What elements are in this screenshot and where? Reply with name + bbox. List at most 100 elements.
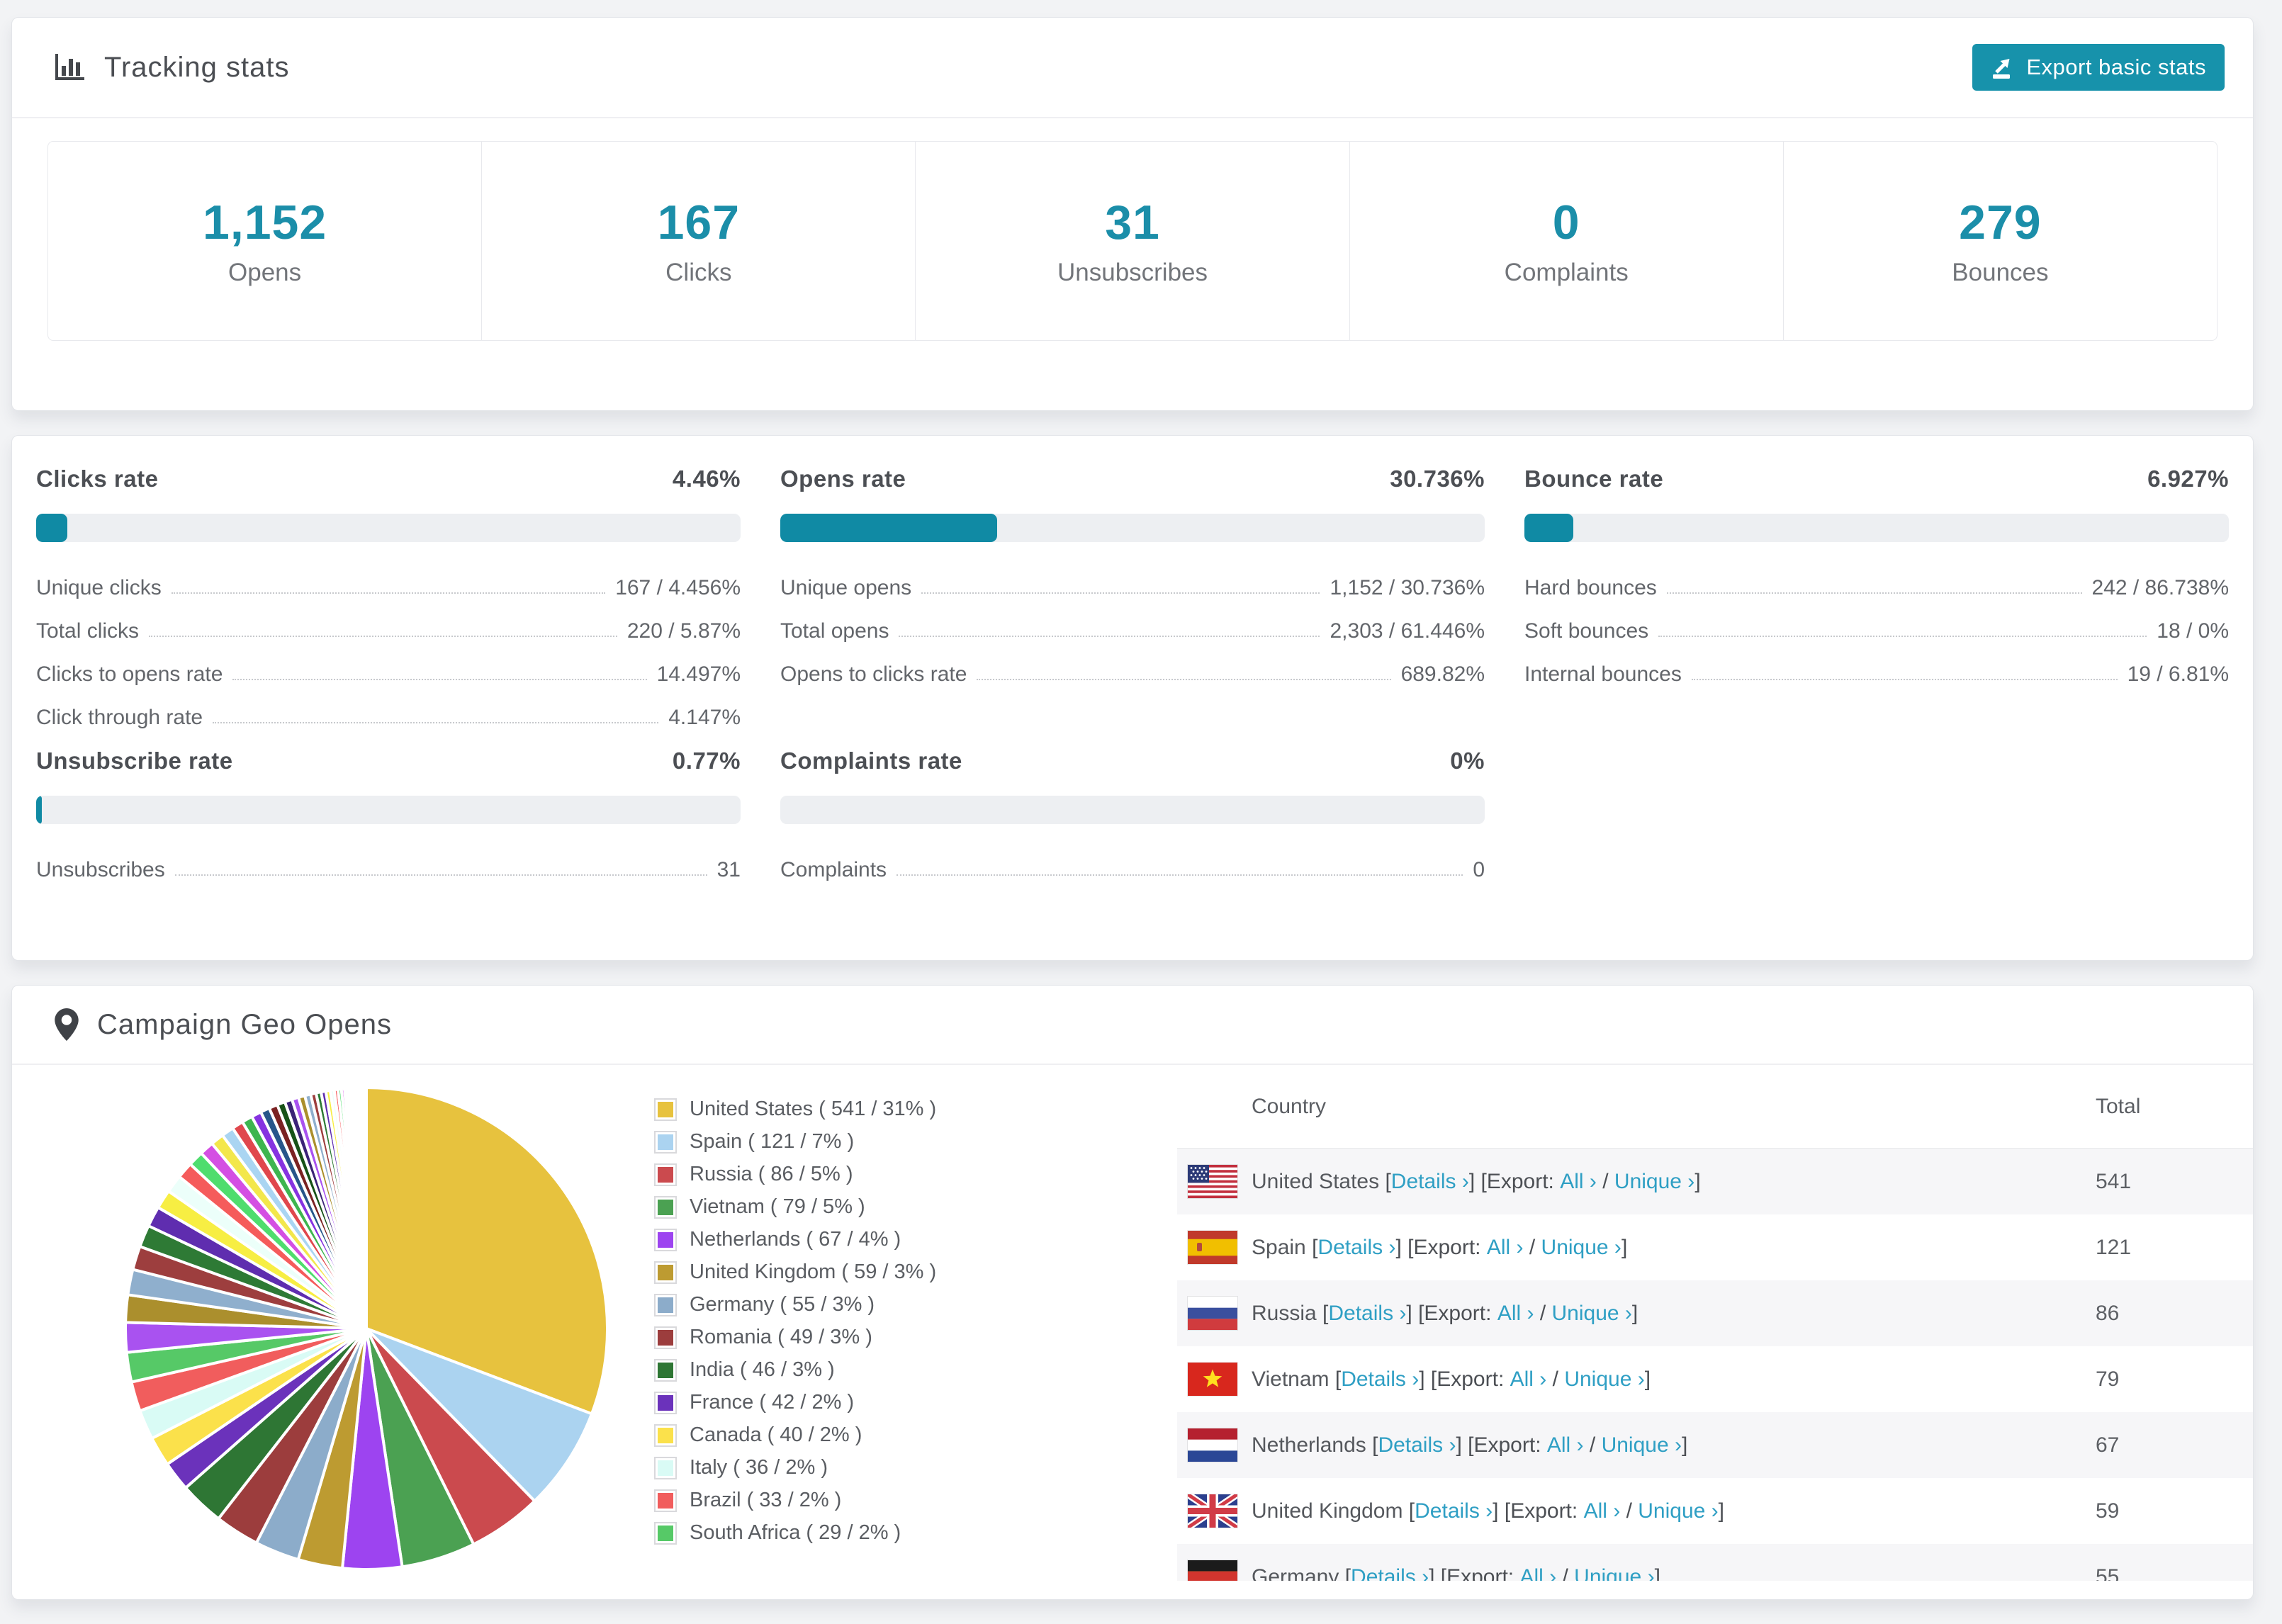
pie-slice-spain[interactable] bbox=[365, 1327, 593, 1503]
rates-grid: Clicks rate 4.46% Unique clicks 167 / 4.… bbox=[12, 436, 2253, 882]
geo-legend: United States ( 541 / 31% ) Spain ( 121 … bbox=[654, 1098, 936, 1545]
rate-value: 0% bbox=[1450, 748, 1485, 774]
dotted-leader bbox=[977, 679, 1391, 680]
export-basic-stats-button[interactable]: Export basic stats bbox=[1972, 44, 2225, 91]
legend-label: Germany ( 55 / 3% ) bbox=[690, 1293, 875, 1316]
rate-row-value: 0 bbox=[1473, 858, 1485, 881]
legend-swatch bbox=[654, 1195, 677, 1219]
rate-row-label: Clicks to opens rate bbox=[36, 662, 223, 686]
rate-row-value: 242 / 86.738% bbox=[2091, 576, 2230, 599]
legend-swatch bbox=[654, 1130, 677, 1154]
legend-label: France ( 42 / 2% ) bbox=[690, 1391, 855, 1414]
export-all-link[interactable]: All › bbox=[1519, 1564, 1557, 1581]
rate-progress-bar bbox=[780, 514, 1485, 542]
export-unique-link[interactable]: Unique › bbox=[1601, 1433, 1682, 1457]
rate-row-value: 18 / 0% bbox=[2157, 619, 2229, 643]
export-all-link[interactable]: All › bbox=[1510, 1367, 1547, 1391]
pie-slice-united-states[interactable] bbox=[365, 1086, 609, 1416]
details-link[interactable]: Details › bbox=[1328, 1301, 1407, 1325]
rate-detail-row: Unique opens 1,152 / 30.736% bbox=[780, 576, 1485, 600]
flag-icon-ru bbox=[1188, 1297, 1237, 1330]
dotted-leader bbox=[899, 636, 1320, 637]
export-all-link[interactable]: All › bbox=[1497, 1301, 1534, 1325]
flag-icon-us bbox=[1188, 1165, 1237, 1198]
stat-value: 167 bbox=[657, 196, 741, 249]
rate-detail-row: Internal bounces 19 / 6.81% bbox=[1524, 662, 2229, 687]
stat-value: 0 bbox=[1552, 196, 1580, 249]
rate-row-value: 31 bbox=[716, 858, 741, 881]
export-unique-link[interactable]: Unique › bbox=[1551, 1301, 1632, 1325]
country-name: Netherlands bbox=[1252, 1433, 1366, 1457]
rate-row-value: 220 / 5.87% bbox=[626, 619, 741, 643]
export-unique-link[interactable]: Unique › bbox=[1574, 1564, 1655, 1581]
rate-row-value: 689.82% bbox=[1400, 662, 1485, 686]
total-cell: 541 bbox=[2096, 1169, 2132, 1193]
country-name: Spain bbox=[1252, 1235, 1306, 1259]
geo-pie-chart bbox=[118, 1081, 614, 1577]
legend-item-united-states[interactable]: United States ( 541 / 31% ) bbox=[654, 1098, 936, 1121]
details-link[interactable]: Details › bbox=[1341, 1367, 1420, 1391]
export-unique-link[interactable]: Unique › bbox=[1541, 1235, 1621, 1259]
legend-item-vietnam[interactable]: Vietnam ( 79 / 5% ) bbox=[654, 1195, 936, 1219]
country-name: United States bbox=[1252, 1169, 1380, 1193]
rate-detail-row: Hard bounces 242 / 86.738% bbox=[1524, 576, 2229, 600]
details-link[interactable]: Details › bbox=[1390, 1169, 1469, 1193]
export-all-link[interactable]: All › bbox=[1486, 1235, 1524, 1259]
legend-item-brazil[interactable]: Brazil ( 33 / 2% ) bbox=[654, 1489, 936, 1512]
rate-block-bounce-rate: Bounce rate 6.927% Hard bounces 242 / 86… bbox=[1524, 466, 2229, 730]
export-prefix: Export: bbox=[1437, 1367, 1505, 1391]
export-all-link[interactable]: All › bbox=[1546, 1433, 1584, 1457]
pie-svg bbox=[124, 1086, 609, 1571]
details-link[interactable]: Details › bbox=[1351, 1564, 1429, 1581]
legend-label: United Kingdom ( 59 / 3% ) bbox=[690, 1261, 937, 1283]
dotted-leader bbox=[213, 722, 659, 723]
legend-label: India ( 46 / 3% ) bbox=[690, 1358, 835, 1381]
export-all-link[interactable]: All › bbox=[1583, 1499, 1621, 1523]
rate-row-label: Complaints bbox=[780, 858, 887, 881]
legend-item-italy[interactable]: Italy ( 36 / 2% ) bbox=[654, 1456, 936, 1479]
geo-header: Campaign Geo Opens bbox=[12, 986, 2253, 1065]
rate-row-label: Unique opens bbox=[780, 576, 912, 599]
flag-icon-nl bbox=[1188, 1428, 1237, 1462]
legend-item-south-africa[interactable]: South Africa ( 29 / 2% ) bbox=[654, 1521, 936, 1545]
legend-item-canada[interactable]: Canada ( 40 / 2% ) bbox=[654, 1423, 936, 1447]
rate-row-value: 2,303 / 61.446% bbox=[1330, 619, 1485, 643]
tracking-stats-card: Tracking stats Export basic stats 1,152 … bbox=[11, 17, 2254, 411]
dotted-leader bbox=[174, 874, 707, 876]
export-unique-link[interactable]: Unique › bbox=[1638, 1499, 1719, 1523]
legend-label: South Africa ( 29 / 2% ) bbox=[690, 1521, 901, 1544]
tracking-stats-header: Tracking stats Export basic stats bbox=[12, 18, 2253, 118]
legend-swatch bbox=[654, 1293, 677, 1316]
legend-item-spain[interactable]: Spain ( 121 / 7% ) bbox=[654, 1130, 936, 1154]
rate-row-label: Opens to clicks rate bbox=[780, 662, 967, 686]
export-unique-link[interactable]: Unique › bbox=[1564, 1367, 1645, 1391]
rate-title: Unsubscribe rate bbox=[36, 748, 233, 774]
legend-item-united-kingdom[interactable]: United Kingdom ( 59 / 3% ) bbox=[654, 1261, 936, 1284]
details-link[interactable]: Details › bbox=[1415, 1499, 1493, 1523]
legend-item-france[interactable]: France ( 42 / 2% ) bbox=[654, 1391, 936, 1414]
rate-value: 0.77% bbox=[672, 748, 741, 774]
export-prefix: Export: bbox=[1473, 1433, 1541, 1457]
rate-title: Bounce rate bbox=[1524, 466, 1664, 492]
export-prefix: Export: bbox=[1413, 1235, 1481, 1259]
legend-label: Vietnam ( 79 / 5% ) bbox=[690, 1195, 865, 1218]
legend-item-netherlands[interactable]: Netherlands ( 67 / 4% ) bbox=[654, 1228, 936, 1251]
legend-item-romania[interactable]: Romania ( 49 / 3% ) bbox=[654, 1326, 936, 1349]
details-link[interactable]: Details › bbox=[1378, 1433, 1456, 1457]
geo-table-row-us: United States [Details ›] [Export: All ›… bbox=[1177, 1149, 2253, 1214]
country-cell: Russia [Details ›] [Export: All › / Uniq… bbox=[1252, 1301, 1639, 1325]
stat-tile-unsubscribes: 31 Unsubscribes bbox=[915, 142, 1349, 340]
details-link[interactable]: Details › bbox=[1317, 1235, 1396, 1259]
rate-progress-bar bbox=[36, 514, 741, 542]
legend-item-russia[interactable]: Russia ( 86 / 5% ) bbox=[654, 1163, 936, 1186]
export-all-link[interactable]: All › bbox=[1560, 1169, 1597, 1193]
legend-item-germany[interactable]: Germany ( 55 / 3% ) bbox=[654, 1293, 936, 1316]
rate-progress-bar bbox=[36, 796, 741, 824]
legend-item-india[interactable]: India ( 46 / 3% ) bbox=[654, 1358, 936, 1382]
rates-card: Clicks rate 4.46% Unique clicks 167 / 4.… bbox=[11, 435, 2254, 961]
dotted-leader bbox=[232, 679, 647, 680]
export-unique-link[interactable]: Unique › bbox=[1614, 1169, 1695, 1193]
stat-label: Opens bbox=[228, 259, 302, 286]
geo-table-row-gb: United Kingdom [Details ›] [Export: All … bbox=[1177, 1478, 2253, 1544]
